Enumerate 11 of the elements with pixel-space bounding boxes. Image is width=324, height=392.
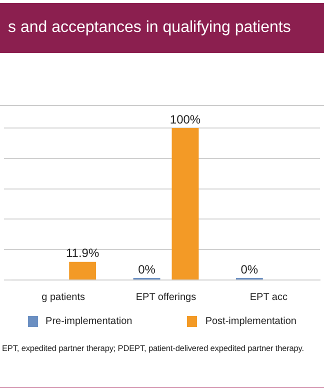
- data-label: 11.9%: [66, 246, 100, 260]
- text: EPT, expedited partner therapy; PDEPT, patient-delivered expedited partner therapy.: [1, 343, 305, 353]
- data-label: 100%: [170, 112, 201, 126]
- data-label: 0%: [240, 262, 258, 276]
- chart-title: s and acceptances in qualifying patients: [0, 3, 324, 53]
- legend-label: Pre-implementation: [46, 316, 132, 327]
- x-tick-label: EPT offerings: [136, 292, 196, 303]
- x-tick-label: EPT acc: [250, 292, 288, 303]
- x-tick-label: g patients: [42, 292, 86, 303]
- legend-label: Post-implementation: [205, 316, 296, 327]
- data-label: 0%: [138, 262, 156, 276]
